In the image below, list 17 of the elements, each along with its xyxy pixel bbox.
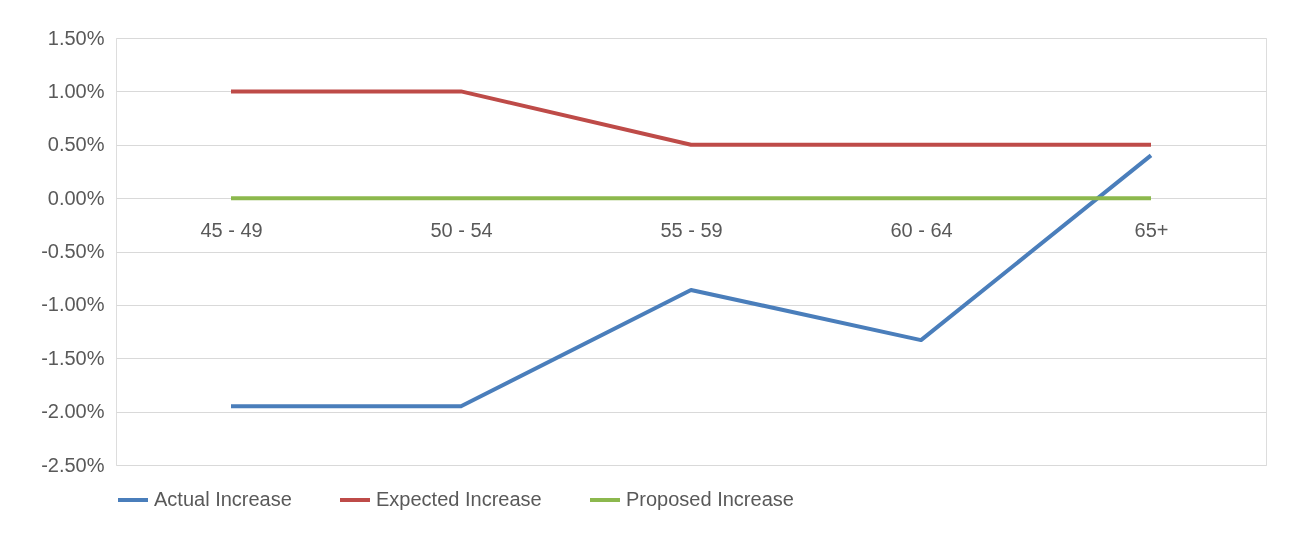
legend-label: Proposed Increase [626,488,794,510]
y-tick-label: -1.00% [41,293,105,316]
legend-label: Actual Increase [154,488,292,510]
y-tick-label: -2.00% [41,400,105,423]
x-tick-label: 65+ [1134,218,1169,241]
x-tick-label: 50 - 54 [430,218,493,241]
y-tick-label: 1.50% [47,26,105,49]
y-tick-label: 1.00% [47,79,105,102]
y-tick-label: -2.50% [41,453,105,476]
x-tick-label: 45 - 49 [200,218,263,241]
y-tick-label: 0.00% [47,186,105,209]
y-tick-label: 0.50% [47,133,105,156]
x-tick-label: 55 - 59 [660,218,723,241]
y-tick-label: -0.50% [41,240,105,262]
y-tick-label: -1.50% [41,346,105,369]
x-tick-label: 60 - 64 [890,218,953,241]
legend-label: Expected Increase [376,488,542,510]
